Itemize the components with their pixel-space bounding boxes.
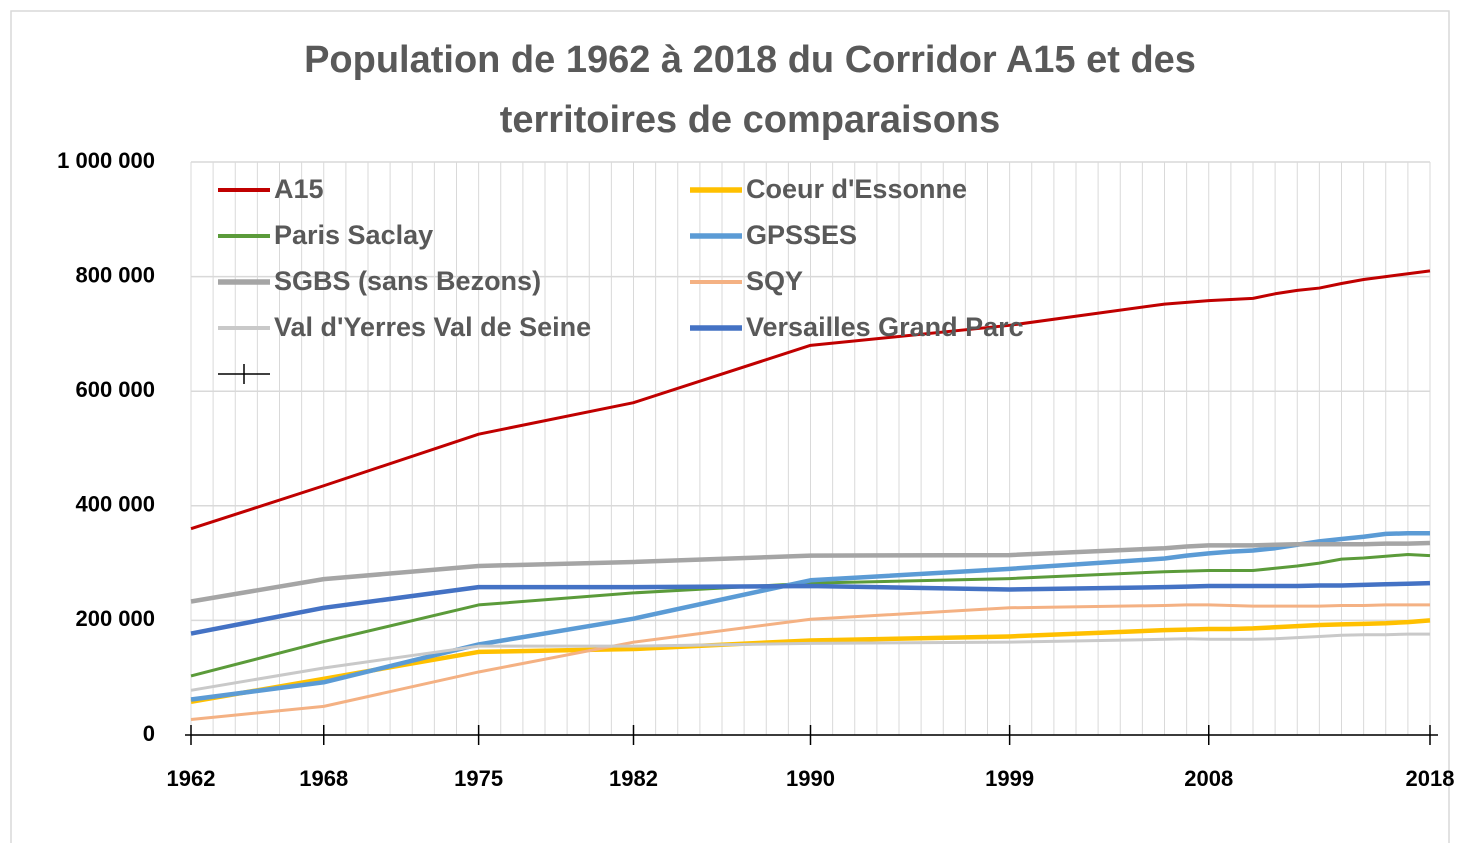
plot <box>190 269 1431 722</box>
series-line <box>190 632 1430 692</box>
series-line <box>190 580 1431 636</box>
x-tick-label: 1999 <box>985 766 1034 791</box>
series-line <box>190 540 1431 604</box>
x-tick-label: 1962 <box>167 766 216 791</box>
y-tick-label: 0 <box>143 721 155 746</box>
x-tick-label: 1968 <box>299 766 348 791</box>
legend-label: Coeur d'Essonne <box>746 174 967 204</box>
x-tick-label: 1975 <box>454 766 503 791</box>
series-line <box>190 618 1431 704</box>
x-tick-label: 1982 <box>609 766 658 791</box>
x-tick-label: 2018 <box>1406 766 1455 791</box>
x-tick-label: 1990 <box>786 766 835 791</box>
legend-label: SGBS (sans Bezons) <box>274 266 541 296</box>
legend-label: SQY <box>746 266 803 296</box>
y-tick-label: 200 000 <box>75 606 155 631</box>
series-line <box>190 603 1430 722</box>
series-line <box>190 531 1430 702</box>
y-tick-label: 1 000 000 <box>57 148 155 173</box>
legend-label: Val d'Yerres Val de Seine <box>274 312 591 342</box>
legend-label: A15 <box>274 174 324 204</box>
legend-label: Paris Saclay <box>274 220 433 250</box>
series-line <box>190 553 1431 678</box>
chart-border <box>10 10 1450 843</box>
legend-label: GPSSES <box>746 220 857 250</box>
chart-title: territoires de comparaisons <box>500 99 1001 141</box>
y-tick-label: 400 000 <box>75 492 155 517</box>
x-tick-label: 2008 <box>1184 766 1233 791</box>
y-tick-label: 800 000 <box>75 262 155 287</box>
y-tick-label: 600 000 <box>75 377 155 402</box>
chart-title: Population de 1962 à 2018 du Corridor A1… <box>304 39 1196 81</box>
legend-label: Versailles Grand Parc <box>746 312 1024 342</box>
series-line <box>190 269 1431 531</box>
legend: A15 Coeur d'Essonne Paris Saclay GPSSES SGBS… <box>218 174 1024 384</box>
